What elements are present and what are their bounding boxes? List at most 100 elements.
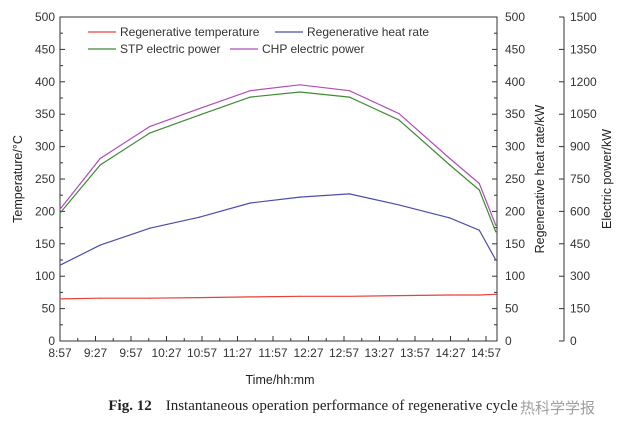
y-axis-right2-label: Electric power/kW [600,129,614,229]
figure-caption: Fig. 12 Instantaneous operation performan… [0,398,626,415]
data-point [149,132,151,134]
x-axis-label: Time/hh:mm [246,373,315,387]
data-point [249,96,251,98]
legend-label: CHP electric power [262,42,364,56]
data-point [449,164,451,166]
y-right2-tick-label: 1350 [570,42,597,56]
legend-label: STP electric power [120,42,220,56]
data-point [398,204,400,206]
data-point [99,297,101,299]
data-point [398,119,400,121]
x-tick-label: 10:57 [187,346,217,360]
y-right2-tick-label: 150 [570,302,590,316]
x-tick-label: 11:27 [223,346,252,360]
y-right2-tick-label: 300 [570,269,590,283]
x-tick-label: 13:57 [400,346,430,360]
x-tick-label: 10:27 [151,346,181,360]
data-point [348,90,350,92]
y-left-tick-label: 500 [35,10,55,24]
data-point [478,182,480,185]
y-right1-tick-label: 250 [505,172,525,186]
data-point [59,264,61,266]
caption-text: Instantaneous operation performance of r… [165,398,518,414]
data-point [99,244,101,246]
y-right2-tick-label: 600 [570,204,590,218]
y-right1-tick-label: 0 [505,334,512,348]
y-left-tick-label: 400 [35,75,55,89]
y-left-tick-label: 100 [35,269,55,283]
y-right2-tick-label: 1200 [570,75,597,89]
y-right1-tick-label: 350 [505,107,525,121]
y-left-tick-label: 0 [48,334,55,348]
data-point [478,189,480,191]
x-tick-label: 11:57 [258,346,287,360]
y-right1-tick-label: 500 [505,10,525,24]
data-point [299,91,301,93]
y-right2-tick-label: 900 [570,140,590,154]
plot-frame [59,16,498,342]
data-point [249,296,251,298]
y-axis-left-label: Temperature/°C [11,135,25,223]
legend-item: CHP electric power [230,42,364,56]
y-right1-tick-label: 150 [505,237,525,251]
y-left-tick-label: 200 [35,204,55,218]
y-right1-tick-label: 450 [505,42,525,56]
data-point [249,202,251,204]
data-point [198,216,200,218]
data-point [99,157,101,160]
data-point [348,295,350,297]
y-right2-tick-label: 1500 [570,10,597,24]
data-point [495,293,497,295]
watermark: 热科学学报 [520,399,596,417]
data-point [59,212,61,214]
data-point [495,231,497,233]
data-point [198,296,200,299]
y-right2-tick-label: 0 [570,334,577,348]
y-left-tick-label: 350 [35,107,55,121]
data-point [495,259,497,261]
data-point [348,96,350,98]
y-right2-tick-label: 750 [570,172,590,186]
data-point [348,193,350,195]
series-line-chp-electric-power [59,84,497,226]
data-point [398,295,400,297]
y-axis-right1-label: Regenerative heat rate/kW [533,104,547,253]
y-right2-tick-label: 1050 [570,107,597,121]
x-tick-label: 9:27 [84,346,108,360]
y-left-tick-label: 150 [35,237,55,251]
y-left-tick-label: 450 [35,42,55,56]
y-left-tick-label: 300 [35,140,55,154]
data-point [149,125,151,128]
x-tick-label: 12:27 [293,346,323,360]
legend-item: Regenerative temperature [88,25,260,39]
y-right2-tick-label: 450 [570,237,590,251]
y-left-tick-label: 50 [42,302,56,316]
data-point [299,295,301,297]
y-right1-tick-label: 50 [505,302,519,316]
series-line-regenerative-heat-rate [59,193,497,266]
y-left-tick-label: 250 [35,172,55,186]
series-line-regenerative-temperature [59,293,496,300]
data-point [449,157,451,160]
data-point [59,208,61,210]
legend-item: STP electric power [88,42,220,56]
x-tick-label: 14:57 [471,346,501,360]
y-right1-tick-label: 300 [505,140,525,154]
data-point [299,196,301,198]
data-point [495,224,497,227]
data-point [449,294,451,296]
y-right1-tick-label: 200 [505,204,525,218]
data-point [99,164,101,166]
data-point [198,114,200,116]
data-point [449,217,451,219]
x-tick-label: 12:57 [329,346,359,360]
data-point [249,90,251,92]
y-right1-tick-label: 400 [505,75,525,89]
data-point [299,84,301,86]
data-point [59,298,61,300]
data-point [478,294,480,296]
series-line-stp-electric-power [59,91,497,233]
data-point [198,107,200,110]
x-tick-label: 13:27 [364,346,394,360]
